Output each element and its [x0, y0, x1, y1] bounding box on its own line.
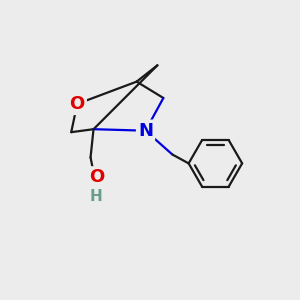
Text: O: O: [89, 168, 104, 186]
Text: N: N: [138, 122, 153, 140]
Text: O: O: [70, 95, 85, 113]
Text: H: H: [90, 189, 103, 204]
